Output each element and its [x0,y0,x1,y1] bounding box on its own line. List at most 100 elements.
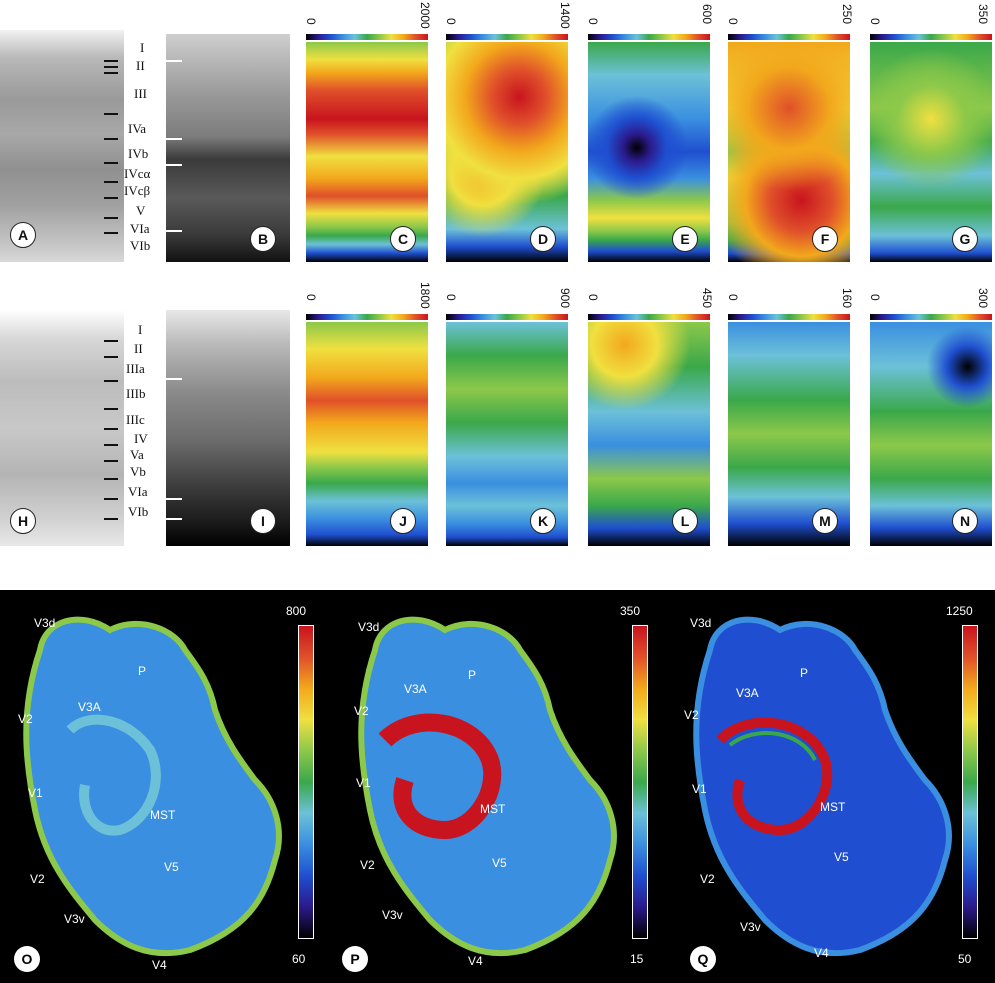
scale-max: 1800 [418,282,432,309]
scale-min: 0 [304,18,318,25]
region-label: V2 [18,712,33,726]
layer-label: III [134,86,147,101]
layer-label: I [138,322,143,337]
region-label: V4 [468,954,483,968]
panel-label-h: H [10,508,36,534]
panel-label-m: M [812,508,838,534]
colorbar-min-o: 60 [292,952,306,966]
panel-h-section [0,310,124,546]
region-label: V3A [736,686,759,700]
panel-label-o: O [14,946,40,972]
layer-label: Va [130,447,144,462]
panel-label-p: P [342,946,368,972]
panel-label-j: J [390,508,416,534]
scale-max: 350 [976,4,990,25]
panel-label-i: I [250,508,276,534]
layer-label: IIIb [126,386,146,401]
layer-label: IIIc [126,412,145,427]
region-label: V1 [28,786,43,800]
region-label: V3d [690,616,712,630]
region-label: P [138,664,147,678]
layer-label: Vb [130,464,146,479]
scale-min: 0 [868,18,882,25]
scale-max: 450 [700,288,714,309]
panel-label-b: B [250,226,276,252]
region-label: V4 [152,958,167,972]
layer-label: II [136,58,145,73]
scale-max: 160 [840,288,854,309]
layer-label: IIIa [126,361,145,376]
panel-label-d: D [530,226,556,252]
region-label: V1 [692,782,707,796]
region-label: MST [480,802,506,816]
region-label: P [800,666,809,680]
layer-label: VIa [130,221,150,236]
colorbar-p [632,625,648,939]
scale-max: 1400 [558,2,572,29]
layer-label: VIb [130,238,151,253]
layer-label: VIa [128,484,148,499]
panel-label-q: Q [690,946,716,972]
layer-label: IVa [128,121,147,136]
region-label: V5 [492,856,507,870]
colorbar-q [962,625,978,939]
region-label: V3v [382,908,403,922]
layer-label: IVcβ [124,183,151,198]
scale-min: 0 [586,294,600,301]
layer-label: IVb [128,146,149,161]
region-label: V2 [30,872,45,886]
panel-label-n: N [952,508,978,534]
panel-label-c: C [390,226,416,252]
brain-sections-svg [0,590,995,983]
region-label: V2 [360,858,375,872]
colorbar-max-o: 800 [286,604,307,618]
scale-max: 600 [700,4,714,25]
layer-label: IVcα [124,166,151,181]
panel-b-section [166,34,290,262]
layer-label: V [136,203,146,218]
region-label: V2 [354,704,369,718]
region-label: V4 [814,946,829,960]
panel-label-e: E [672,226,698,252]
region-label: V2 [684,708,699,722]
layer-label: VIb [128,504,149,519]
layer-label: IV [134,431,148,446]
scale-max: 250 [840,4,854,25]
region-label: P [468,668,477,682]
region-label: V5 [834,850,849,864]
region-label: V3v [64,912,85,926]
colorbar-max-p: 350 [620,604,641,618]
region-label: V5 [164,860,179,874]
scale-min: 0 [586,18,600,25]
region-label: V3v [740,920,761,934]
panel-label-l: L [672,508,698,534]
panel-label-f: F [812,226,838,252]
panel-i-section [166,310,290,546]
scale-min: 0 [444,294,458,301]
scale-max: 2000 [418,2,432,29]
colorbar-o [298,625,314,939]
colorbar-max-q: 1250 [946,604,973,618]
scale-min: 0 [868,294,882,301]
panel-label-g: G [952,226,978,252]
scale-max: 900 [558,288,572,309]
region-label: V3A [78,700,101,714]
layer-label: II [134,341,143,356]
region-label: V1 [356,776,371,790]
panel-label-a: A [10,222,36,248]
region-label: V3d [358,620,380,634]
scale-min: 0 [444,18,458,25]
colorbar-min-p: 15 [630,952,644,966]
region-label: MST [150,808,176,822]
scale-min: 0 [726,294,740,301]
panel-label-k: K [530,508,556,534]
layer-label: I [140,40,145,55]
scale-min: 0 [304,294,318,301]
region-label: V3d [34,616,56,630]
region-label: MST [820,800,846,814]
region-label: V3A [404,682,427,696]
region-label: V2 [700,872,715,886]
scale-min: 0 [726,18,740,25]
colorbar-min-q: 50 [958,952,972,966]
scale-max: 300 [976,288,990,309]
